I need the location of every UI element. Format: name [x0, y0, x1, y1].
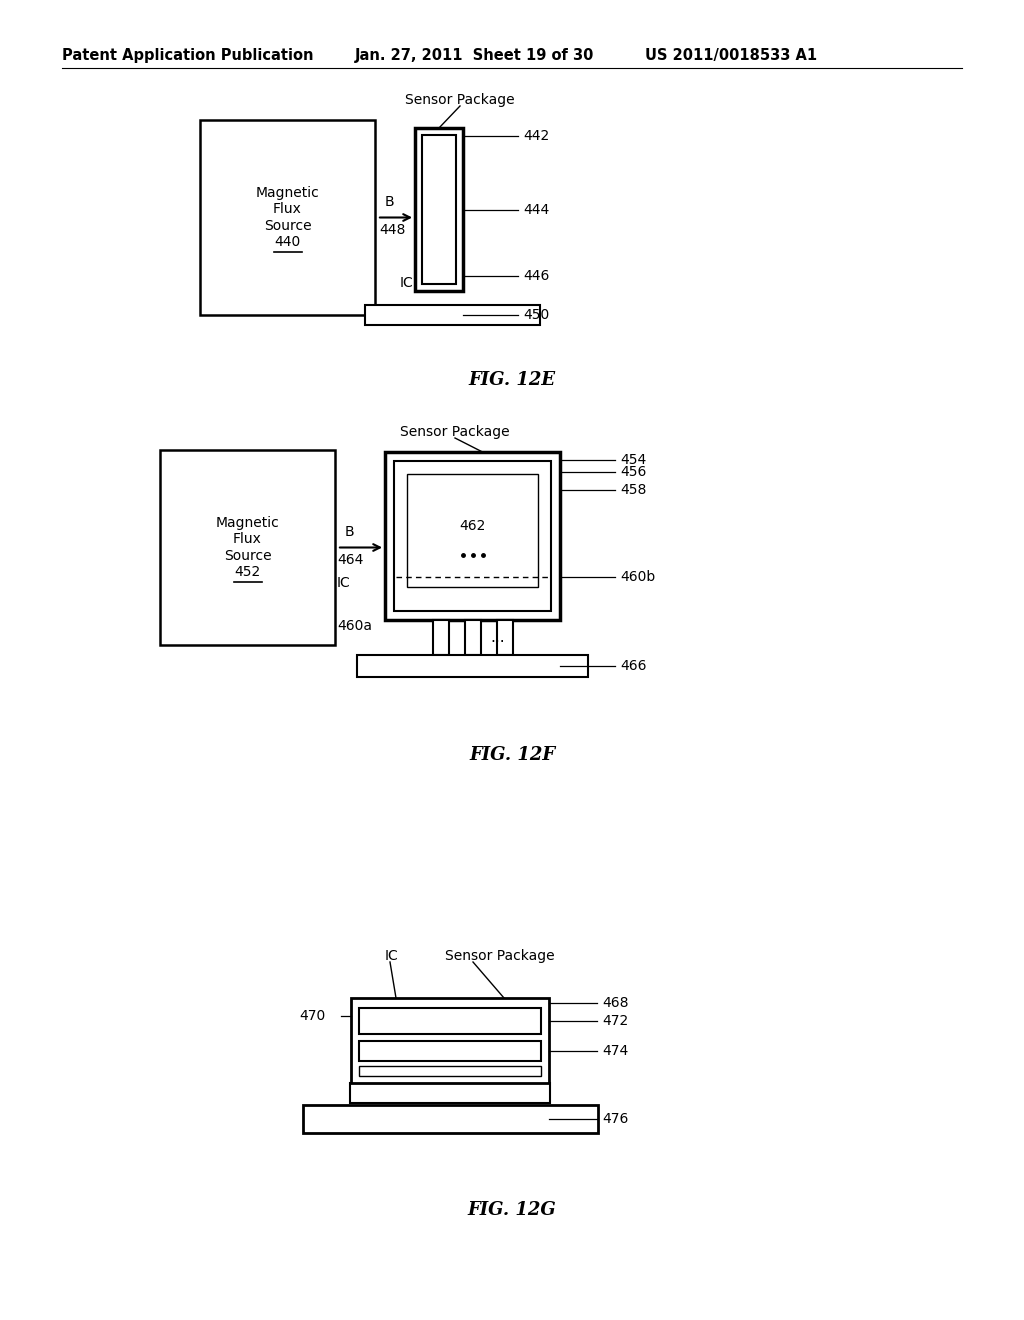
Text: B: B — [344, 524, 354, 539]
Text: 444: 444 — [523, 202, 549, 216]
Text: ...: ... — [490, 630, 505, 645]
Text: 460b: 460b — [620, 570, 655, 583]
Bar — [394, 461, 551, 611]
Text: IC: IC — [337, 576, 351, 590]
Bar — [432, 620, 449, 655]
Text: 454: 454 — [620, 453, 646, 467]
Text: 472: 472 — [602, 1014, 629, 1028]
Text: FIG. 12E: FIG. 12E — [468, 371, 556, 389]
Text: IC: IC — [385, 949, 398, 964]
Text: US 2011/0018533 A1: US 2011/0018533 A1 — [645, 48, 817, 63]
Text: Magnetic
Flux
Source
452: Magnetic Flux Source 452 — [216, 516, 280, 578]
Bar — [385, 451, 560, 620]
Bar — [497, 620, 512, 655]
Bar — [351, 998, 549, 1082]
Bar — [465, 620, 480, 655]
Bar — [359, 1041, 541, 1061]
Bar — [407, 474, 538, 587]
Bar — [160, 450, 335, 645]
Text: 466: 466 — [620, 659, 646, 673]
Text: 470: 470 — [299, 1008, 326, 1023]
Bar — [415, 128, 463, 290]
Text: 450: 450 — [523, 308, 549, 322]
Bar — [357, 655, 588, 677]
Text: 460a: 460a — [337, 619, 372, 634]
Text: FIG. 12G: FIG. 12G — [468, 1201, 556, 1218]
Bar — [200, 120, 375, 315]
Text: Jan. 27, 2011  Sheet 19 of 30: Jan. 27, 2011 Sheet 19 of 30 — [355, 48, 594, 63]
Text: FIG. 12F: FIG. 12F — [469, 746, 555, 764]
Text: 462: 462 — [460, 519, 485, 532]
Text: 474: 474 — [602, 1044, 629, 1059]
Text: 456: 456 — [620, 465, 646, 479]
Text: 476: 476 — [602, 1111, 629, 1126]
Text: 464: 464 — [337, 553, 364, 566]
Bar — [359, 1067, 541, 1076]
Bar — [302, 1105, 597, 1133]
Text: IC: IC — [399, 276, 413, 290]
Bar — [422, 135, 456, 284]
Text: Sensor Package: Sensor Package — [406, 92, 515, 107]
Text: 442: 442 — [523, 129, 549, 143]
Text: B: B — [384, 194, 394, 209]
Text: 448: 448 — [379, 223, 406, 236]
Text: Sensor Package: Sensor Package — [445, 949, 555, 964]
Text: Magnetic
Flux
Source
440: Magnetic Flux Source 440 — [256, 186, 319, 248]
Text: Patent Application Publication: Patent Application Publication — [62, 48, 313, 63]
Bar — [350, 1082, 550, 1104]
Bar — [365, 305, 540, 325]
Text: 458: 458 — [620, 483, 646, 498]
Text: Sensor Package: Sensor Package — [400, 425, 510, 440]
Text: 446: 446 — [523, 269, 549, 282]
Bar — [359, 1008, 541, 1034]
Text: 468: 468 — [602, 997, 629, 1010]
